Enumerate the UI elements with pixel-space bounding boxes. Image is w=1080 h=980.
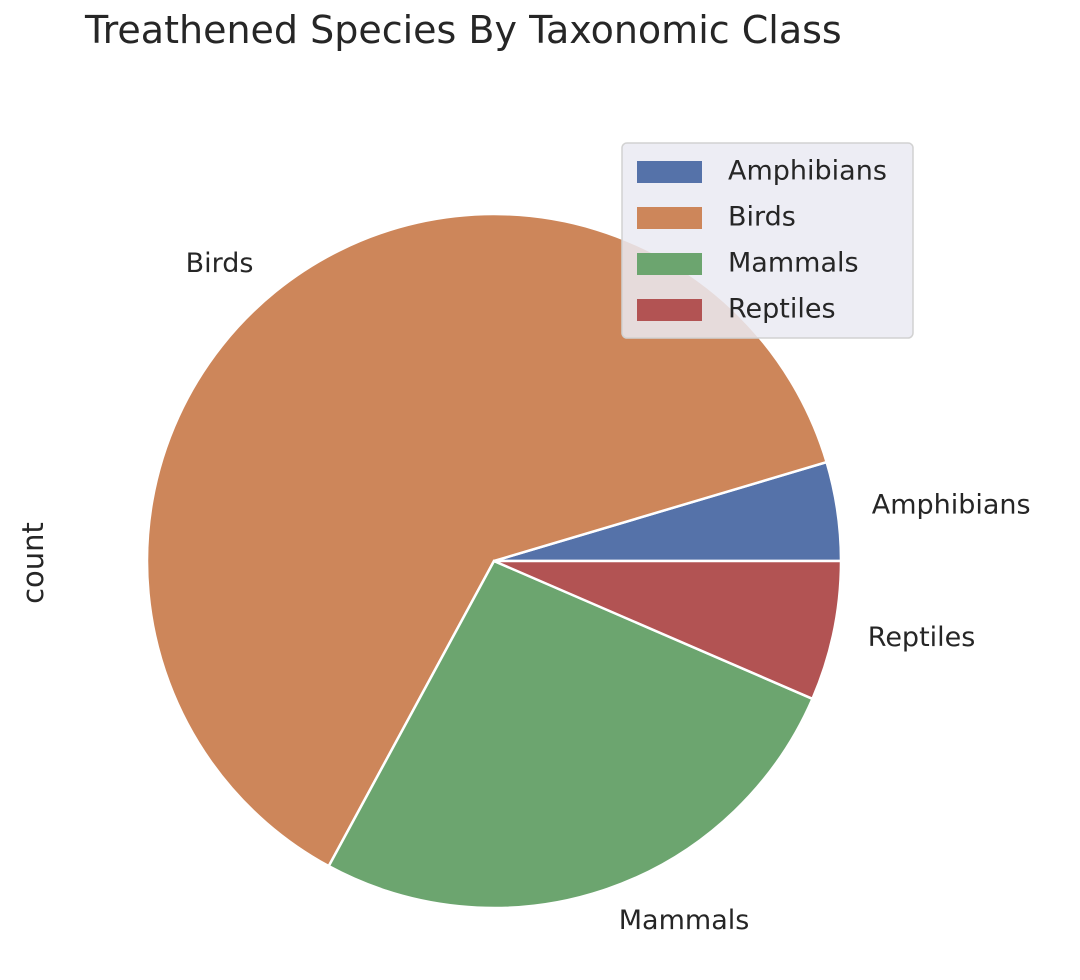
pie-slices (145, 212, 843, 910)
legend-swatch-reptiles (637, 299, 702, 321)
legend-entries: Amphibians Birds Mammals Reptiles (637, 156, 887, 325)
slice-label-amphibians: Amphibians (872, 490, 1031, 521)
legend-swatch-mammals (637, 253, 702, 275)
legend: Amphibians Birds Mammals Reptiles (621, 142, 914, 339)
pie-slice-reptiles (493, 559, 843, 701)
legend-label-mammals: Mammals (728, 248, 859, 279)
legend-swatch-birds (637, 207, 702, 229)
legend-label-amphibians: Amphibians (728, 156, 887, 187)
slice-label-reptiles: Reptiles (868, 622, 976, 653)
legend-label-reptiles: Reptiles (728, 294, 836, 325)
legend-label-birds: Birds (728, 202, 796, 233)
legend-box (621, 142, 914, 339)
pie-slice-labels: Amphibians Birds Mammals Reptiles (186, 248, 1031, 936)
y-axis-label: count (16, 522, 50, 604)
slice-label-mammals: Mammals (619, 905, 750, 936)
slice-label-birds: Birds (186, 248, 254, 279)
chart-title: Treathened Species By Taxonomic Class (84, 8, 842, 52)
legend-swatch-amphibians (637, 161, 702, 183)
